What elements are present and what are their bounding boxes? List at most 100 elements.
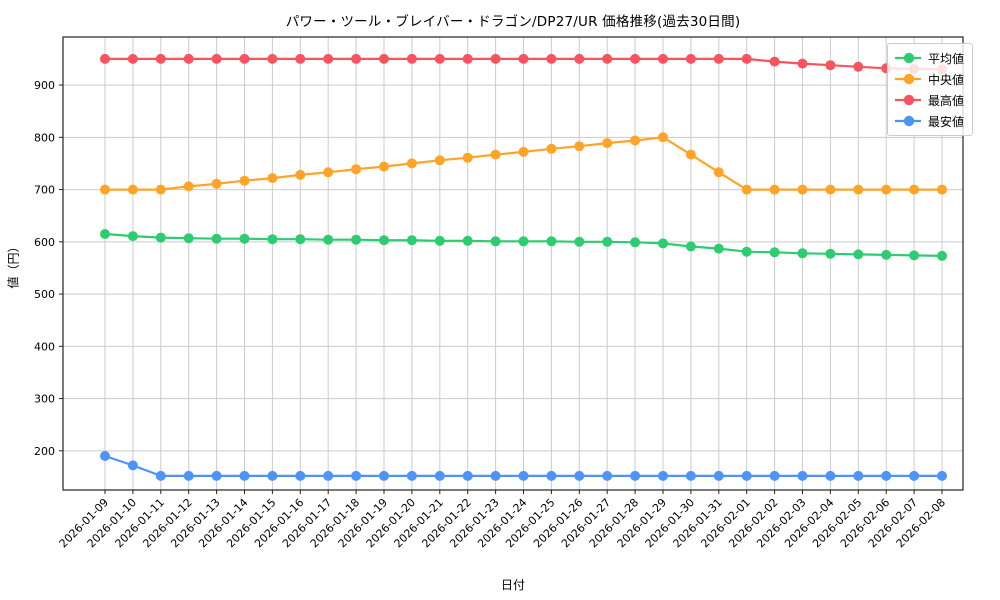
- legend-item: 最安値: [895, 112, 964, 130]
- y-tick-label: 900: [34, 79, 55, 92]
- series-marker-中央値: [490, 149, 501, 160]
- series-marker-平均値: [518, 236, 529, 247]
- series-marker-中央値: [937, 184, 947, 195]
- legend-item: 中央値: [895, 70, 964, 88]
- series-marker-平均値: [630, 237, 641, 248]
- series-marker-最安値: [881, 470, 892, 481]
- series-marker-平均値: [546, 236, 557, 247]
- series-marker-平均値: [797, 248, 808, 259]
- series-marker-最高値: [546, 53, 557, 64]
- series-marker-最安値: [462, 470, 473, 481]
- series-marker-最安値: [546, 470, 557, 481]
- series-marker-中央値: [100, 184, 110, 195]
- series-marker-最安値: [658, 470, 668, 481]
- series-marker-最安値: [602, 470, 613, 481]
- series-marker-平均値: [239, 233, 250, 244]
- series-marker-中央値: [769, 184, 780, 195]
- series-marker-平均値: [379, 235, 389, 246]
- legend-marker-icon: [895, 73, 921, 85]
- legend-label: 中央値: [927, 72, 964, 87]
- series-marker-最高値: [490, 53, 501, 64]
- series-marker-最高値: [183, 53, 194, 64]
- series-marker-中央値: [909, 184, 920, 195]
- series-marker-最安値: [769, 470, 780, 481]
- series-marker-中央値: [630, 135, 641, 146]
- legend: 平均値 中央値 最高値 最安値: [887, 43, 973, 136]
- series-marker-最高値: [100, 53, 110, 64]
- tick-labels: 2026-01-092026-01-102026-01-112026-01-12…: [34, 79, 948, 550]
- series-marker-最高値: [853, 61, 864, 72]
- series-marker-平均値: [351, 234, 362, 245]
- series-marker-中央値: [881, 184, 892, 195]
- series-marker-平均値: [825, 248, 836, 259]
- series-lines: [100, 53, 947, 481]
- series-marker-中央値: [295, 169, 306, 180]
- series-marker-最安値: [295, 470, 306, 481]
- series-marker-平均値: [769, 247, 780, 258]
- series-marker-最安値: [490, 470, 501, 481]
- series-marker-最安値: [685, 470, 696, 481]
- series-marker-最安値: [379, 470, 389, 481]
- series-marker-平均値: [323, 234, 334, 245]
- y-tick-label: 400: [34, 340, 55, 353]
- legend-dot: [903, 73, 915, 85]
- series-marker-中央値: [239, 175, 250, 186]
- series-marker-中央値: [462, 152, 473, 163]
- series-marker-中央値: [546, 143, 557, 154]
- series-marker-平均値: [100, 229, 110, 239]
- series-marker-中央値: [602, 138, 613, 149]
- series-marker-最高値: [155, 53, 166, 64]
- series-marker-中央値: [685, 149, 696, 160]
- series-marker-最安値: [155, 470, 166, 481]
- series-marker-平均値: [881, 249, 892, 260]
- series-marker-平均値: [685, 241, 696, 252]
- legend-marker-icon: [895, 115, 921, 127]
- y-tick-label: 300: [34, 393, 55, 406]
- series-marker-平均値: [909, 250, 920, 261]
- series-marker-最高値: [462, 53, 473, 64]
- series-marker-最高値: [769, 56, 780, 67]
- chart-title: パワー・ツール・ブレイバー・ドラゴン/DP27/UR 価格推移(過去30日間): [285, 14, 741, 30]
- series-marker-中央値: [518, 146, 529, 157]
- series-marker-最高値: [574, 53, 585, 64]
- series-marker-平均値: [713, 243, 724, 254]
- series-marker-最高値: [602, 53, 613, 64]
- series-marker-平均値: [602, 236, 613, 247]
- series-marker-平均値: [211, 233, 222, 244]
- series-marker-中央値: [797, 184, 808, 195]
- series-marker-最高値: [434, 53, 445, 64]
- series-marker-最高値: [713, 53, 724, 64]
- series-marker-最安値: [574, 470, 585, 481]
- legend-marker-icon: [895, 94, 921, 106]
- series-marker-最安値: [434, 470, 445, 481]
- series-marker-平均値: [406, 235, 417, 246]
- series-marker-中央値: [351, 164, 362, 175]
- series-marker-最安値: [853, 470, 864, 481]
- series-marker-平均値: [434, 235, 445, 246]
- series-marker-中央値: [211, 178, 222, 189]
- gridlines: [63, 37, 963, 490]
- series-marker-平均値: [574, 236, 585, 247]
- y-tick-label: 700: [34, 184, 55, 197]
- series-marker-平均値: [295, 234, 306, 245]
- series-marker-平均値: [462, 235, 473, 246]
- series-marker-最高値: [797, 58, 808, 69]
- series-marker-最安値: [518, 470, 529, 481]
- legend-label: 最高値: [927, 93, 964, 108]
- series-marker-最高値: [351, 53, 362, 64]
- legend-dot: [903, 52, 915, 64]
- series-marker-平均値: [267, 234, 278, 245]
- series-marker-最高値: [267, 53, 278, 64]
- series-marker-最安値: [797, 470, 808, 481]
- series-marker-最安値: [211, 470, 222, 481]
- series-marker-最高値: [323, 53, 334, 64]
- legend-label: 最安値: [927, 114, 964, 129]
- series-marker-最安値: [406, 470, 417, 481]
- series-marker-中央値: [155, 184, 166, 195]
- series-marker-平均値: [853, 249, 864, 260]
- series-marker-最高値: [518, 53, 529, 64]
- series-marker-最安値: [825, 470, 836, 481]
- series-marker-平均値: [741, 246, 752, 257]
